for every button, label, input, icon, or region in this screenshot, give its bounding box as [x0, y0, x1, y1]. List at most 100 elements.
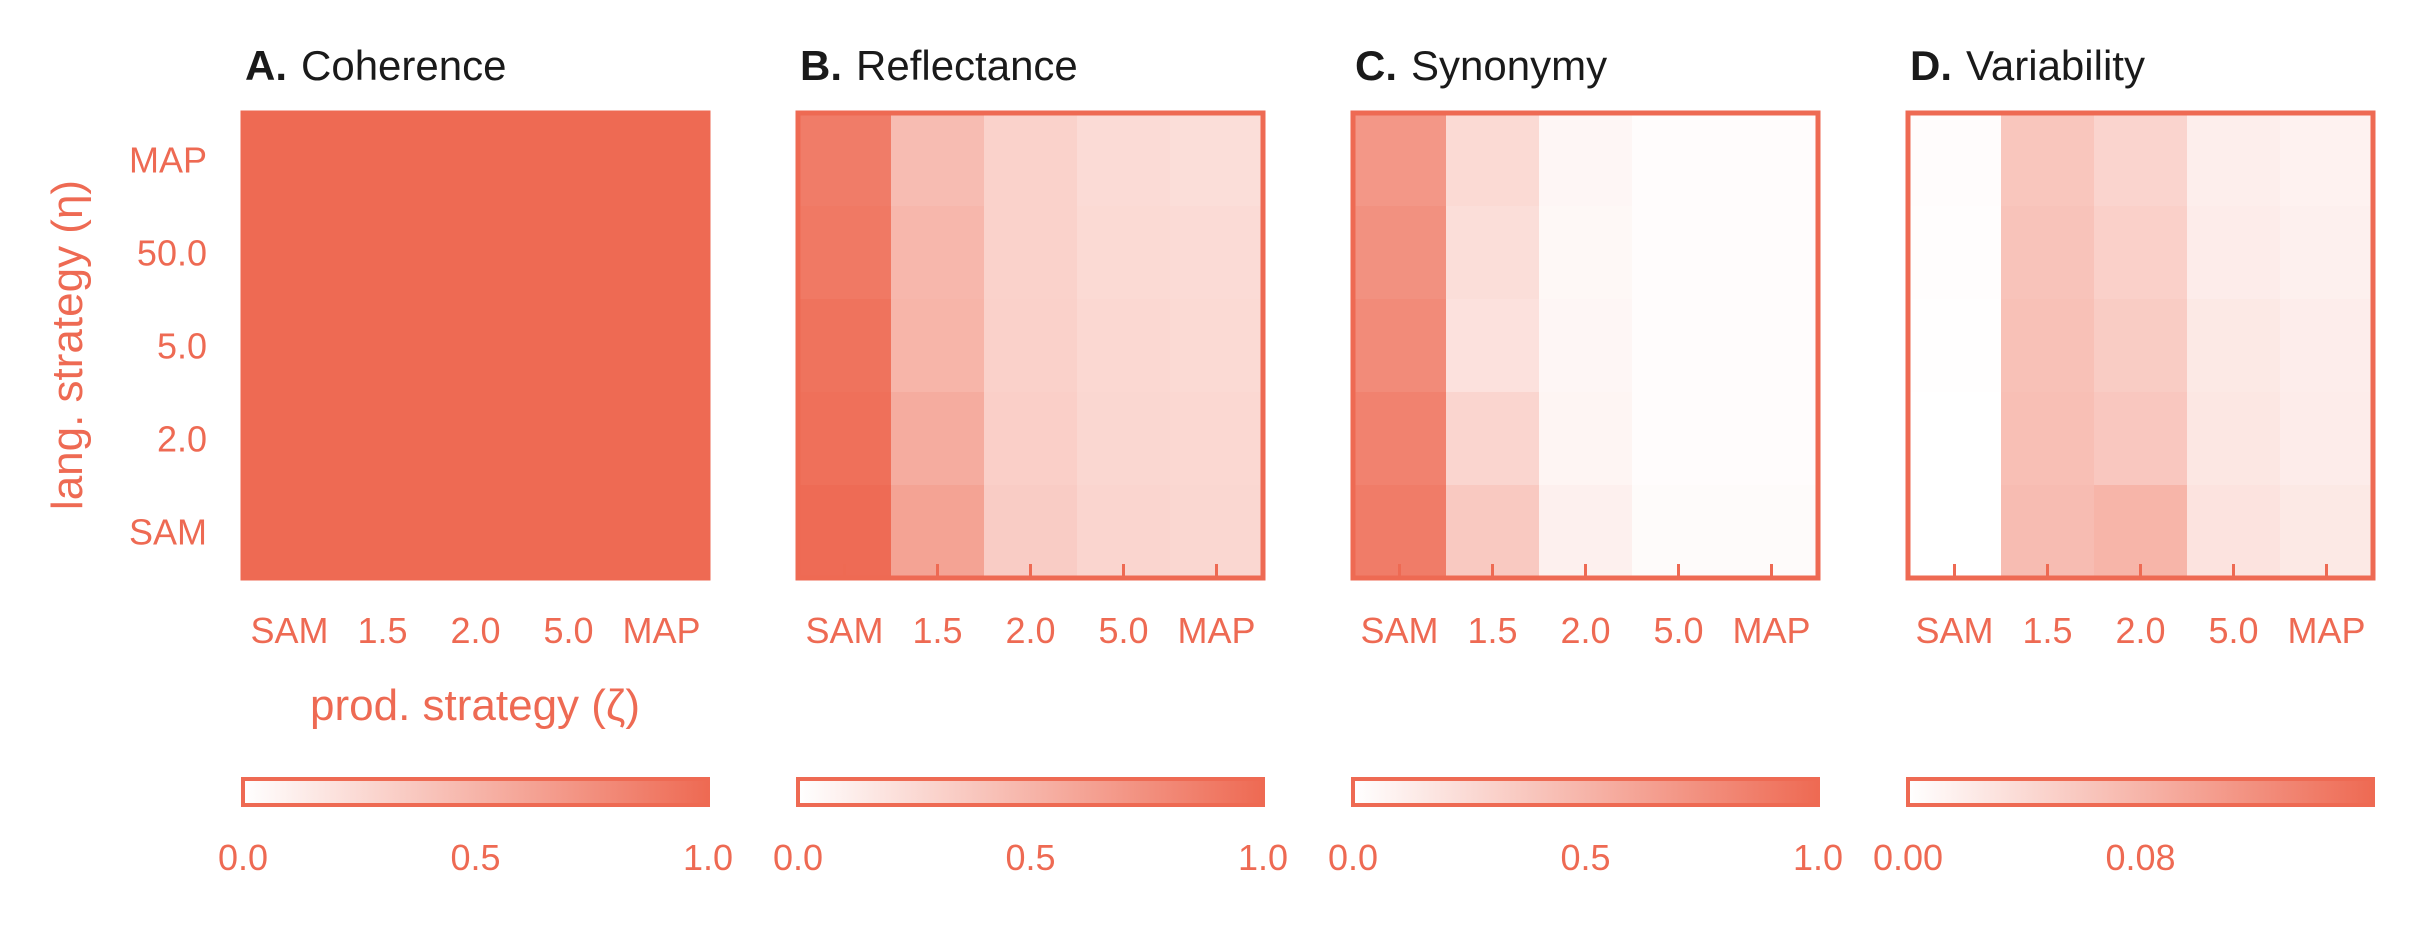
- heatmap-cell: [522, 206, 616, 300]
- heatmap-cell: [1077, 485, 1171, 579]
- heatmap-cell: [2280, 392, 2374, 486]
- panel-coherence: A. Coherence SAM 1.5 2.0 5.0 MAP MAP 50.0 5.0 2.0 S…: [129, 42, 733, 878]
- heatmap-cell: [429, 206, 523, 300]
- x-axis-label: prod. strategy (ζ): [310, 681, 640, 730]
- x-tick-label: 2.0: [450, 610, 500, 651]
- heatmap-cell: [615, 299, 709, 393]
- heatmap-cell: [1539, 299, 1633, 393]
- heatmap-cell: [984, 206, 1078, 300]
- heatmap-cell: [1170, 392, 1264, 486]
- x-tick-label: 5.0: [543, 610, 593, 651]
- heatmap-cell: [798, 392, 892, 486]
- heatmap-cell: [615, 485, 709, 579]
- heatmap-cell: [984, 113, 1078, 207]
- heatmap-cell: [2187, 392, 2281, 486]
- y-axis-label: lang. strategy (η): [43, 180, 92, 510]
- heatmap-cell: [1077, 392, 1171, 486]
- x-tick-label: SAM: [1360, 610, 1438, 651]
- panel-reflectance: B. Reflectance SAM 1.5 2.0 5.0 MAP 0.0 0.5 1.0: [773, 42, 1288, 878]
- heatmap-cell: [891, 206, 985, 300]
- panel-variability: D. Variability SAM 1.5 2.0 5.0 MAP 0.00 0.08: [1873, 42, 2376, 878]
- heatmap-cell: [2187, 299, 2281, 393]
- panel-letter: B.: [800, 42, 842, 89]
- heatmap-cell: [1170, 113, 1264, 207]
- heatmap-cell: [1725, 113, 1819, 207]
- heatmap-cell: [2001, 299, 2095, 393]
- heatmap-cell: [1632, 299, 1726, 393]
- heatmap-cell: [1353, 299, 1447, 393]
- heatmap-cell: [615, 392, 709, 486]
- heatmap-cell: [891, 392, 985, 486]
- heatmap-cell: [1632, 485, 1726, 579]
- y-tick-label: MAP: [129, 140, 207, 181]
- colorbar-tick-label: 1.0: [1238, 837, 1288, 878]
- heatmap-cell: [891, 113, 985, 207]
- heatmap-cell: [798, 206, 892, 300]
- colorbar: [241, 777, 710, 807]
- heatmap-cell: [1725, 392, 1819, 486]
- colorbar: [796, 777, 1265, 807]
- heatmap-cell: [1353, 206, 1447, 300]
- colorbar: [1351, 777, 1820, 807]
- x-tick-label: 2.0: [1005, 610, 1055, 651]
- x-tick-label: 2.0: [1560, 610, 1610, 651]
- heatmap-cell: [2094, 299, 2188, 393]
- heatmap-cell: [1446, 113, 1540, 207]
- heatmap-cell: [1539, 485, 1633, 579]
- heatmap-cell: [336, 392, 430, 486]
- heatmap-cell: [2094, 113, 2188, 207]
- heatmap-cell: [243, 113, 337, 207]
- x-tick-label: 1.5: [1467, 610, 1517, 651]
- heatmap-cell: [2280, 485, 2374, 579]
- y-tick-label: SAM: [129, 512, 207, 553]
- x-tick-label: 1.5: [912, 610, 962, 651]
- heatmap-cell: [336, 113, 430, 207]
- panel-title-word: Reflectance: [856, 42, 1078, 89]
- panel-title: D. Variability: [1910, 42, 2145, 89]
- heatmap-cell: [1539, 206, 1633, 300]
- heatmap-cell: [1908, 299, 2002, 393]
- y-tick-label: 5.0: [157, 326, 207, 367]
- heatmap-cell: [1908, 392, 2002, 486]
- heatmap-cell: [1725, 485, 1819, 579]
- heatmap-cell: [1725, 299, 1819, 393]
- panel-letter: C.: [1355, 42, 1397, 89]
- heatmap-cell: [522, 113, 616, 207]
- x-tick-label: SAM: [1915, 610, 1993, 651]
- heatmap-cell: [1539, 113, 1633, 207]
- panel-title-word: Variability: [1966, 42, 2145, 89]
- heatmap-cell: [2001, 392, 2095, 486]
- heatmap-cell: [2001, 113, 2095, 207]
- heatmap-cell: [1170, 485, 1264, 579]
- heatmap-cell: [1077, 206, 1171, 300]
- heatmap-cell: [1539, 392, 1633, 486]
- panel-letter: A.: [245, 42, 287, 89]
- x-tick-label: SAM: [250, 610, 328, 651]
- heatmap-cell: [2094, 392, 2188, 486]
- panel-title-word: Coherence: [301, 42, 506, 89]
- heatmap-cell: [1632, 392, 1726, 486]
- heatmap-cell: [798, 299, 892, 393]
- colorbar: [1906, 777, 2375, 807]
- y-tick-label: 50.0: [137, 233, 207, 274]
- heatmap-cell: [1077, 113, 1171, 207]
- colorbar-tick-label: 0.5: [450, 837, 500, 878]
- x-tick-label: MAP: [1732, 610, 1810, 651]
- x-tick-label: MAP: [1177, 610, 1255, 651]
- heatmap-cell: [429, 299, 523, 393]
- heatmap-cell: [1353, 485, 1447, 579]
- heatmap-cell: [615, 206, 709, 300]
- y-tick-label: 2.0: [157, 419, 207, 460]
- heatmap-cell: [798, 485, 892, 579]
- heatmap-cell: [1446, 392, 1540, 486]
- heatmap-cell: [1170, 206, 1264, 300]
- heatmap-cell: [1446, 299, 1540, 393]
- heatmap-cell: [2280, 113, 2374, 207]
- heatmap-cell: [1446, 206, 1540, 300]
- x-tick-label: MAP: [622, 610, 700, 651]
- heatmap-cell: [1632, 206, 1726, 300]
- x-tick-label: 1.5: [2022, 610, 2072, 651]
- heatmap-cell: [1725, 206, 1819, 300]
